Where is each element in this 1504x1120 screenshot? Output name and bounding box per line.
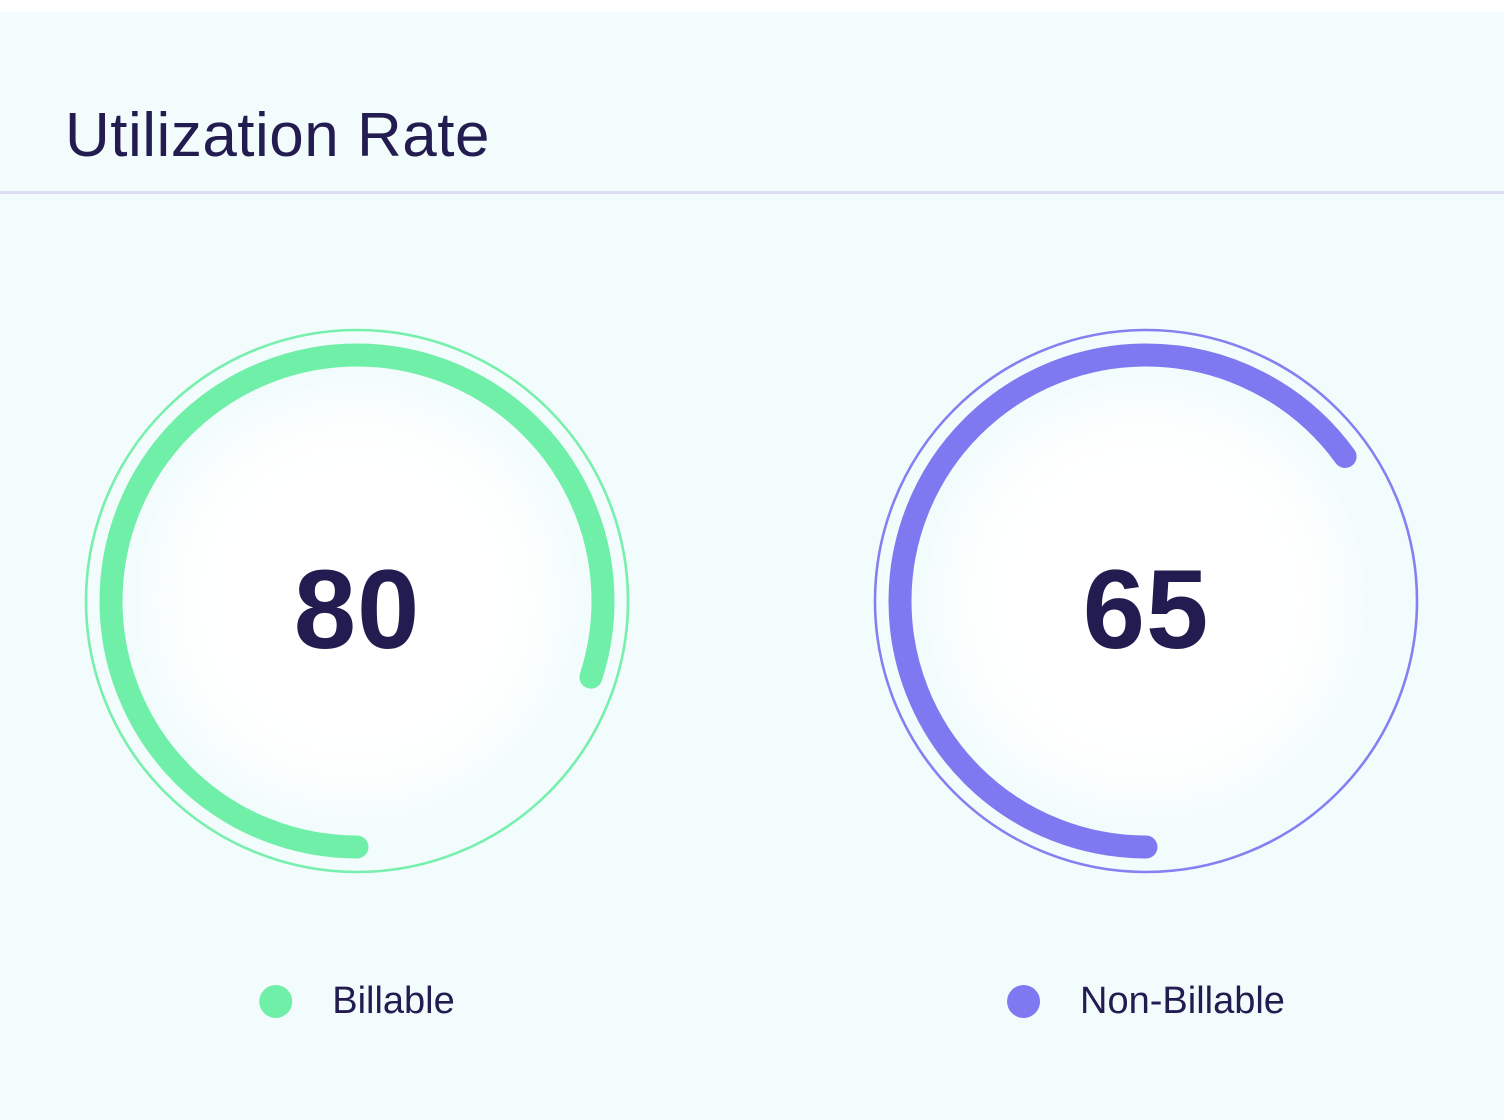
legend-item-billable[interactable]: Billable <box>259 978 455 1024</box>
billable-legend-label: Billable <box>332 980 455 1022</box>
non-billable-outer-ring <box>873 328 1419 874</box>
non-billable-gauge-value: 65 <box>1082 546 1210 672</box>
card-top-edge <box>0 0 1504 12</box>
legend-item-non-billable[interactable]: Non-Billable <box>1007 978 1285 1024</box>
non-billable-gauge: 65 <box>866 321 1426 881</box>
billable-gauge: 80 <box>77 321 637 881</box>
billable-gauge-value: 80 <box>293 546 421 672</box>
billable-gauge-glow <box>137 381 577 821</box>
non-billable-gauge-glow <box>926 381 1366 821</box>
billable-legend-dot-icon <box>259 984 293 1018</box>
non-billable-progress-arc <box>888 343 1404 859</box>
header-divider <box>0 191 1504 194</box>
non-billable-legend-label: Non-Billable <box>1080 980 1285 1022</box>
billable-gauge-chart <box>84 328 630 874</box>
billable-progress-arc <box>99 343 615 859</box>
billable-outer-ring <box>84 328 630 874</box>
non-billable-gauge-chart <box>873 328 1419 874</box>
card-title: Utilization Rate <box>65 100 490 170</box>
non-billable-legend-dot-icon <box>1007 984 1041 1018</box>
